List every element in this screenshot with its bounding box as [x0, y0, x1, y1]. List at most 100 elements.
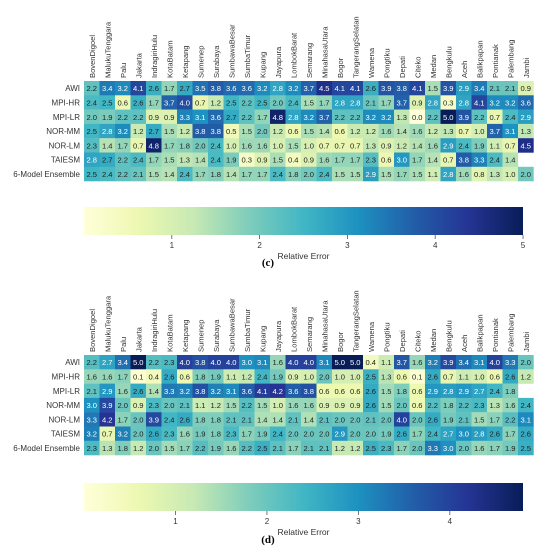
heatmap-cell	[332, 81, 348, 96]
cell-value-label: 1.6	[241, 141, 252, 150]
heatmap-cell	[301, 166, 317, 182]
heatmap-cell	[115, 138, 131, 153]
heatmap-cell	[161, 426, 178, 441]
heatmap-cell	[363, 123, 379, 139]
heatmap-cell	[285, 355, 302, 370]
cell-value-label: 2.3	[86, 444, 97, 453]
cell-value-label: 1.5	[381, 387, 392, 396]
heatmap-cell	[378, 123, 395, 139]
cell-value-label: 1.5	[288, 141, 299, 150]
heatmap-cell	[177, 166, 193, 182]
cell-value-label: 0.6	[334, 127, 345, 136]
cell-value-label: 3.8	[210, 84, 221, 93]
cell-value-label: 3.2	[288, 84, 299, 93]
cell-value-label: 3.0	[241, 358, 252, 367]
cell-value-label: 1.9	[257, 430, 268, 439]
cell-value-label: 1.2	[133, 444, 144, 453]
cell-value-label: 3.0	[443, 444, 454, 453]
heatmap-cell	[130, 123, 147, 139]
heatmap-cell	[223, 109, 240, 125]
cell-value-label: 1.7	[117, 141, 128, 150]
cell-value-label: 1.4	[195, 156, 206, 165]
cell-value-label: 2.4	[319, 170, 330, 179]
heatmap-cell	[285, 426, 302, 441]
heatmap-cell	[161, 152, 178, 167]
cell-value-label: 2.4	[86, 98, 97, 107]
column-label-SumbawaBesar: SumbawaBesar	[227, 298, 236, 352]
heatmap-cell	[254, 440, 271, 456]
heatmap-cell	[146, 412, 162, 427]
heatmap-cell	[332, 166, 348, 182]
cell-value-label: 3.8	[195, 127, 206, 136]
heatmap-cell	[192, 383, 209, 399]
cell-value-label: 0.9	[319, 401, 330, 410]
column-label-Pongtiku: Pongtiku	[382, 322, 391, 352]
heatmap-cell	[456, 109, 472, 125]
cell-value-label: 2.7	[102, 156, 113, 165]
cell-value-label: 2.4	[164, 415, 175, 424]
cell-value-label: 2.7	[474, 387, 485, 396]
cell-value-label: 1.0	[303, 141, 314, 150]
cell-value-label: 1.2	[396, 141, 407, 150]
heatmap-cell	[332, 397, 348, 413]
cell-value-label: 3.2	[427, 358, 438, 367]
cell-value-label: 2.5	[257, 444, 268, 453]
heatmap-cell	[146, 138, 162, 153]
column-label-Kupang: Kupang	[258, 52, 267, 78]
cell-value-label: 4.1	[474, 98, 485, 107]
heatmap-cell	[208, 440, 224, 456]
heatmap-cell	[177, 152, 193, 167]
cell-value-label: 2.0	[272, 98, 283, 107]
heatmap-cell	[502, 109, 519, 125]
cell-value-label: 1.4	[427, 156, 438, 165]
heatmap-cell	[378, 81, 395, 96]
cell-value-label: 2.8	[272, 84, 283, 93]
heatmap-cell	[378, 152, 395, 167]
heatmap-cell	[239, 440, 255, 456]
cell-value-label: 2.9	[458, 387, 469, 396]
cell-value-label: 0.6	[396, 372, 407, 381]
heatmap-cell	[115, 426, 131, 441]
cell-value-label: 0.7	[133, 141, 144, 150]
heatmap-cell	[378, 95, 395, 110]
heatmap-cell	[301, 426, 317, 441]
cell-value-label: 1.5	[241, 127, 252, 136]
cell-value-label: 3.8	[303, 387, 314, 396]
cell-value-label: 0.6	[350, 387, 361, 396]
heatmap-cell	[425, 138, 441, 153]
heatmap-cell	[440, 412, 457, 427]
heatmap-cell	[502, 397, 519, 413]
cell-value-label: 3.9	[102, 401, 113, 410]
heatmap-cell	[487, 426, 503, 441]
heatmap-cell	[192, 123, 209, 139]
heatmap-cell	[130, 81, 147, 96]
row-label-MPI-HR: MPI-HR	[52, 98, 81, 107]
column-label-Medan: Medan	[429, 329, 438, 352]
heatmap-cell	[84, 426, 100, 441]
column-label-Semarang: Semarang	[305, 43, 314, 78]
cell-value-label: 2.0	[365, 430, 376, 439]
cell-value-label: 1.0	[272, 401, 283, 410]
heatmap-cell	[84, 383, 100, 399]
heatmap-cell	[270, 109, 286, 125]
column-label-Ketapang: Ketapang	[181, 319, 190, 352]
cell-value-label: 1.4	[396, 127, 407, 136]
cell-value-label: 1.7	[117, 415, 128, 424]
cell-value-label: 2.6	[148, 84, 159, 93]
cell-value-label: 2.4	[458, 141, 469, 150]
heatmap-cell	[471, 412, 488, 427]
heatmap-cell	[394, 412, 410, 427]
cell-value-label: 2.3	[474, 401, 485, 410]
cell-value-label: 1.1	[195, 401, 206, 410]
cell-value-label: 2.0	[164, 401, 175, 410]
heatmap-cell	[425, 355, 441, 370]
column-label-Ketapang: Ketapang	[181, 45, 190, 78]
heatmap-cell	[177, 440, 193, 456]
row-label-TAIESM: TAIESM	[51, 430, 81, 439]
cell-value-label: 2.0	[381, 415, 392, 424]
cell-value-label: 0.9	[148, 113, 159, 122]
cell-value-label: 3.0	[396, 156, 407, 165]
cell-value-label: 1.0	[350, 372, 361, 381]
cell-value-label: 1.6	[303, 401, 314, 410]
